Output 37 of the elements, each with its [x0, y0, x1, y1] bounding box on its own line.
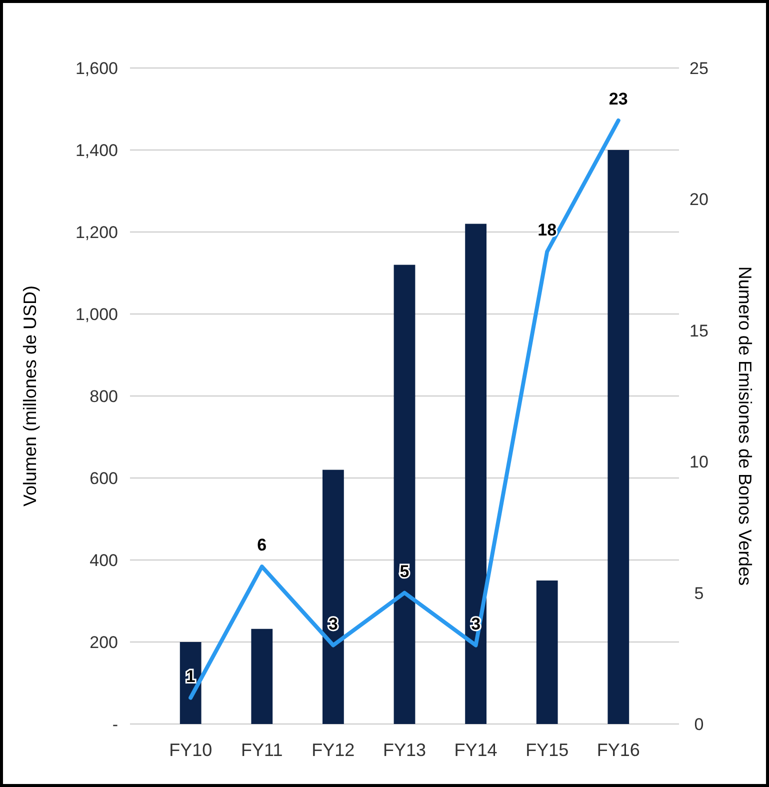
- x-tick-label: FY16: [596, 740, 640, 760]
- data-label: 3: [328, 614, 338, 634]
- data-label: 23: [608, 89, 628, 108]
- data-label: 18: [538, 220, 557, 240]
- bar: [394, 264, 416, 724]
- y-tick-label: 1,000: [75, 304, 118, 324]
- y2-tick-label: 5: [694, 584, 704, 603]
- y-tick-label: -: [112, 714, 118, 734]
- y2-tick-label: 10: [690, 452, 708, 472]
- y-tick-label: 400: [90, 550, 118, 570]
- x-tick-label: FY10: [169, 740, 212, 760]
- bar: [251, 628, 273, 724]
- y-tick-label: 1,200: [75, 222, 118, 242]
- y-tick-label: 1,400: [75, 140, 118, 160]
- x-tick-label: FY13: [382, 740, 426, 760]
- bar: [322, 470, 344, 724]
- y-tick-label: 200: [90, 632, 118, 652]
- bar: [608, 150, 630, 724]
- y2-tick-label: 25: [690, 58, 708, 78]
- x-tick-label: FY15: [526, 740, 569, 760]
- data-label: 6: [257, 536, 267, 555]
- y2-tick-label: 20: [690, 190, 708, 210]
- y2-axis-title: Numero de Emisiones de Bonos Verdes: [735, 266, 755, 586]
- y2-tick-label: 15: [690, 321, 708, 340]
- data-label: 5: [400, 562, 410, 581]
- y-axis-title: Volumen (millones de USD): [20, 285, 40, 507]
- bar: [536, 580, 558, 724]
- x-tick-label: FY12: [312, 740, 355, 760]
- line-series: [188, 118, 620, 700]
- x-tick-label: FY11: [241, 740, 283, 760]
- y-tick-label: 600: [90, 468, 118, 488]
- y2-tick-label: 0: [694, 714, 704, 734]
- y-tick-label: 1,600: [75, 58, 118, 78]
- bar: [465, 224, 486, 724]
- data-label: 1: [186, 666, 196, 686]
- y-tick-label: 800: [90, 386, 118, 406]
- x-tick-label: FY14: [454, 740, 498, 760]
